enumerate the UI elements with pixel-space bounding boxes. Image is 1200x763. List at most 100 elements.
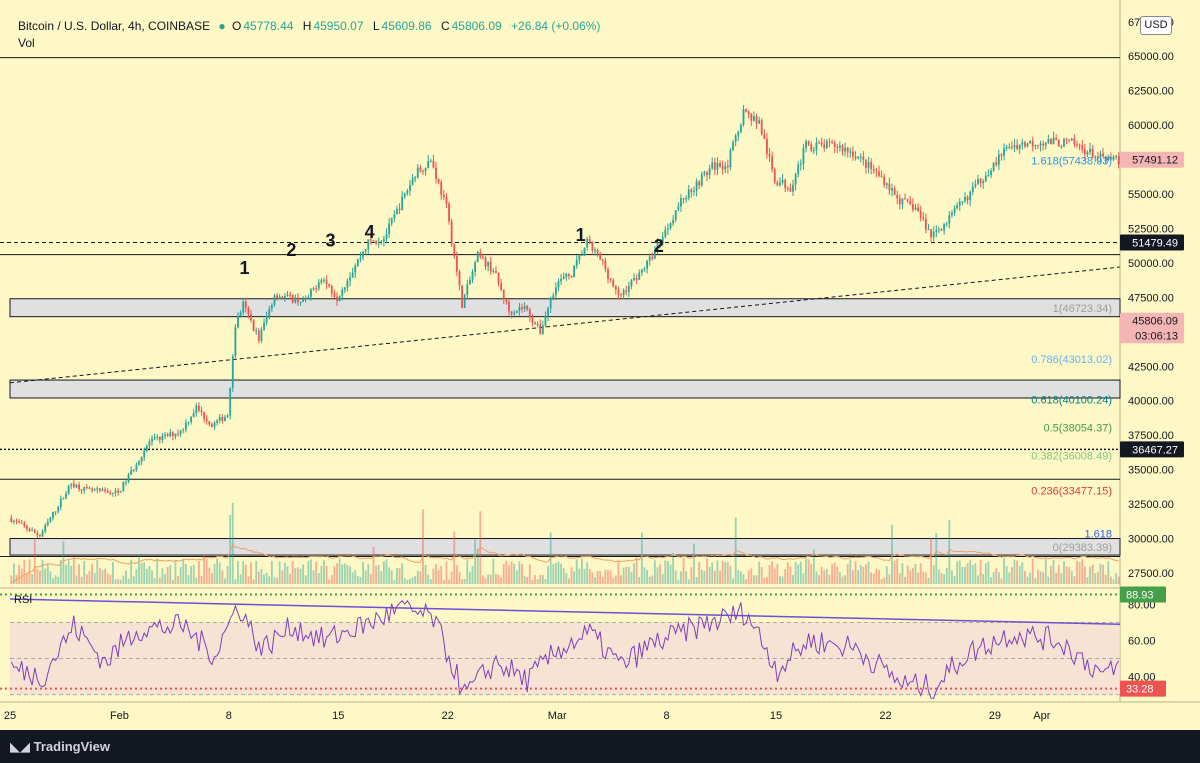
time-axis-tick: 29 bbox=[989, 710, 1001, 722]
candle-body bbox=[758, 120, 761, 124]
candle-body bbox=[52, 511, 54, 518]
volume-bar bbox=[1081, 559, 1084, 584]
candle-body bbox=[544, 316, 547, 326]
candle-body bbox=[192, 413, 195, 418]
volume-bar bbox=[661, 574, 664, 584]
wave-count-label: 4 bbox=[365, 222, 375, 242]
candle-body bbox=[797, 164, 800, 174]
volume-bar bbox=[458, 571, 461, 584]
candle-body bbox=[1068, 139, 1071, 141]
candle-body bbox=[23, 523, 26, 526]
volume-bar bbox=[1044, 558, 1047, 584]
currency-button[interactable]: USD bbox=[1140, 16, 1172, 35]
candle-body bbox=[257, 330, 260, 341]
candle-body bbox=[458, 271, 461, 286]
volume-bar bbox=[289, 573, 292, 584]
volume-bar bbox=[482, 575, 484, 584]
volume-bar bbox=[544, 579, 547, 584]
candle-body bbox=[883, 176, 886, 185]
candle-body bbox=[1016, 145, 1018, 149]
price-label-box bbox=[1120, 312, 1184, 329]
volume-indicator-label[interactable]: Vol bbox=[18, 36, 35, 50]
candle-body bbox=[106, 491, 109, 493]
candle-body bbox=[283, 296, 286, 298]
candle-body bbox=[85, 486, 88, 488]
volume-bar bbox=[455, 565, 458, 584]
volume-bar bbox=[143, 562, 146, 584]
volume-bar bbox=[630, 571, 633, 584]
volume-bar bbox=[766, 576, 768, 584]
candle-body bbox=[812, 150, 815, 152]
candle-body bbox=[591, 241, 594, 251]
candles bbox=[10, 104, 1120, 539]
volume-bar bbox=[1037, 569, 1039, 584]
candle-body bbox=[672, 219, 675, 224]
candle-body bbox=[406, 190, 409, 194]
volume-bar bbox=[1089, 566, 1091, 584]
candle-body bbox=[997, 154, 1000, 165]
candle-body bbox=[179, 430, 182, 434]
volume-bar bbox=[359, 577, 362, 584]
volume-bar bbox=[935, 532, 938, 584]
volume-bar bbox=[1086, 577, 1089, 584]
candle-body bbox=[1031, 140, 1034, 147]
candle-body bbox=[495, 271, 497, 273]
candle-body bbox=[539, 324, 542, 334]
volume-bar bbox=[836, 566, 839, 584]
volume-bar bbox=[844, 575, 847, 584]
candle-body bbox=[1010, 146, 1013, 148]
volume-bar bbox=[1104, 574, 1107, 584]
volume-bar bbox=[656, 567, 659, 584]
candle-body bbox=[708, 168, 711, 176]
candle-body bbox=[625, 290, 628, 292]
volume-bar bbox=[635, 557, 638, 584]
candle-body bbox=[867, 162, 870, 168]
candle-body bbox=[1008, 146, 1011, 148]
candle-body bbox=[695, 181, 698, 191]
candle-body bbox=[364, 249, 367, 252]
volume-bar bbox=[961, 567, 964, 584]
candle-body bbox=[380, 241, 383, 243]
rsi-label-box bbox=[1120, 586, 1166, 603]
volume-bar bbox=[484, 578, 487, 584]
volume-bar bbox=[797, 564, 800, 584]
candle-body bbox=[182, 429, 185, 431]
volume-bar bbox=[752, 575, 755, 584]
candle-body bbox=[852, 151, 854, 157]
volume-bar bbox=[323, 560, 325, 584]
volume-bar bbox=[122, 575, 125, 584]
rsi-indicator-label[interactable]: RSI bbox=[14, 594, 33, 606]
candle-body bbox=[617, 289, 620, 295]
candle-body bbox=[901, 198, 904, 205]
close-value: 45806.09 bbox=[451, 19, 502, 33]
candle-body bbox=[862, 156, 865, 160]
volume-bar bbox=[93, 573, 96, 584]
candle-body bbox=[419, 167, 422, 171]
candle-body bbox=[599, 253, 602, 260]
volume-bar bbox=[841, 576, 844, 584]
candle-body bbox=[990, 170, 992, 176]
volume-bar bbox=[91, 563, 93, 584]
candle-body bbox=[752, 116, 755, 121]
candle-body bbox=[779, 182, 781, 186]
time-axis-tick: 22 bbox=[442, 710, 454, 722]
tradingview-logo[interactable]: ◣◢ TradingView bbox=[10, 739, 110, 755]
volume-bar bbox=[224, 578, 226, 584]
volume-bar bbox=[726, 562, 729, 584]
volume-bar bbox=[463, 579, 466, 584]
volume-bar bbox=[221, 570, 224, 584]
price-axis-tick: 52500.00 bbox=[1128, 223, 1174, 235]
volume-bar bbox=[1016, 560, 1018, 584]
candle-body bbox=[328, 283, 331, 287]
symbol-title[interactable]: Bitcoin / U.S. Dollar, 4h, COINBASE bbox=[18, 19, 211, 33]
volume-bar bbox=[422, 509, 424, 584]
volume-bar bbox=[239, 574, 242, 584]
volume-bar bbox=[909, 570, 912, 584]
volume-bar bbox=[1117, 576, 1120, 584]
volume-bar bbox=[1107, 561, 1110, 584]
candle-body bbox=[893, 188, 896, 195]
volume-bar bbox=[971, 565, 974, 584]
candle-body bbox=[1070, 138, 1073, 141]
candle-body bbox=[461, 285, 463, 308]
